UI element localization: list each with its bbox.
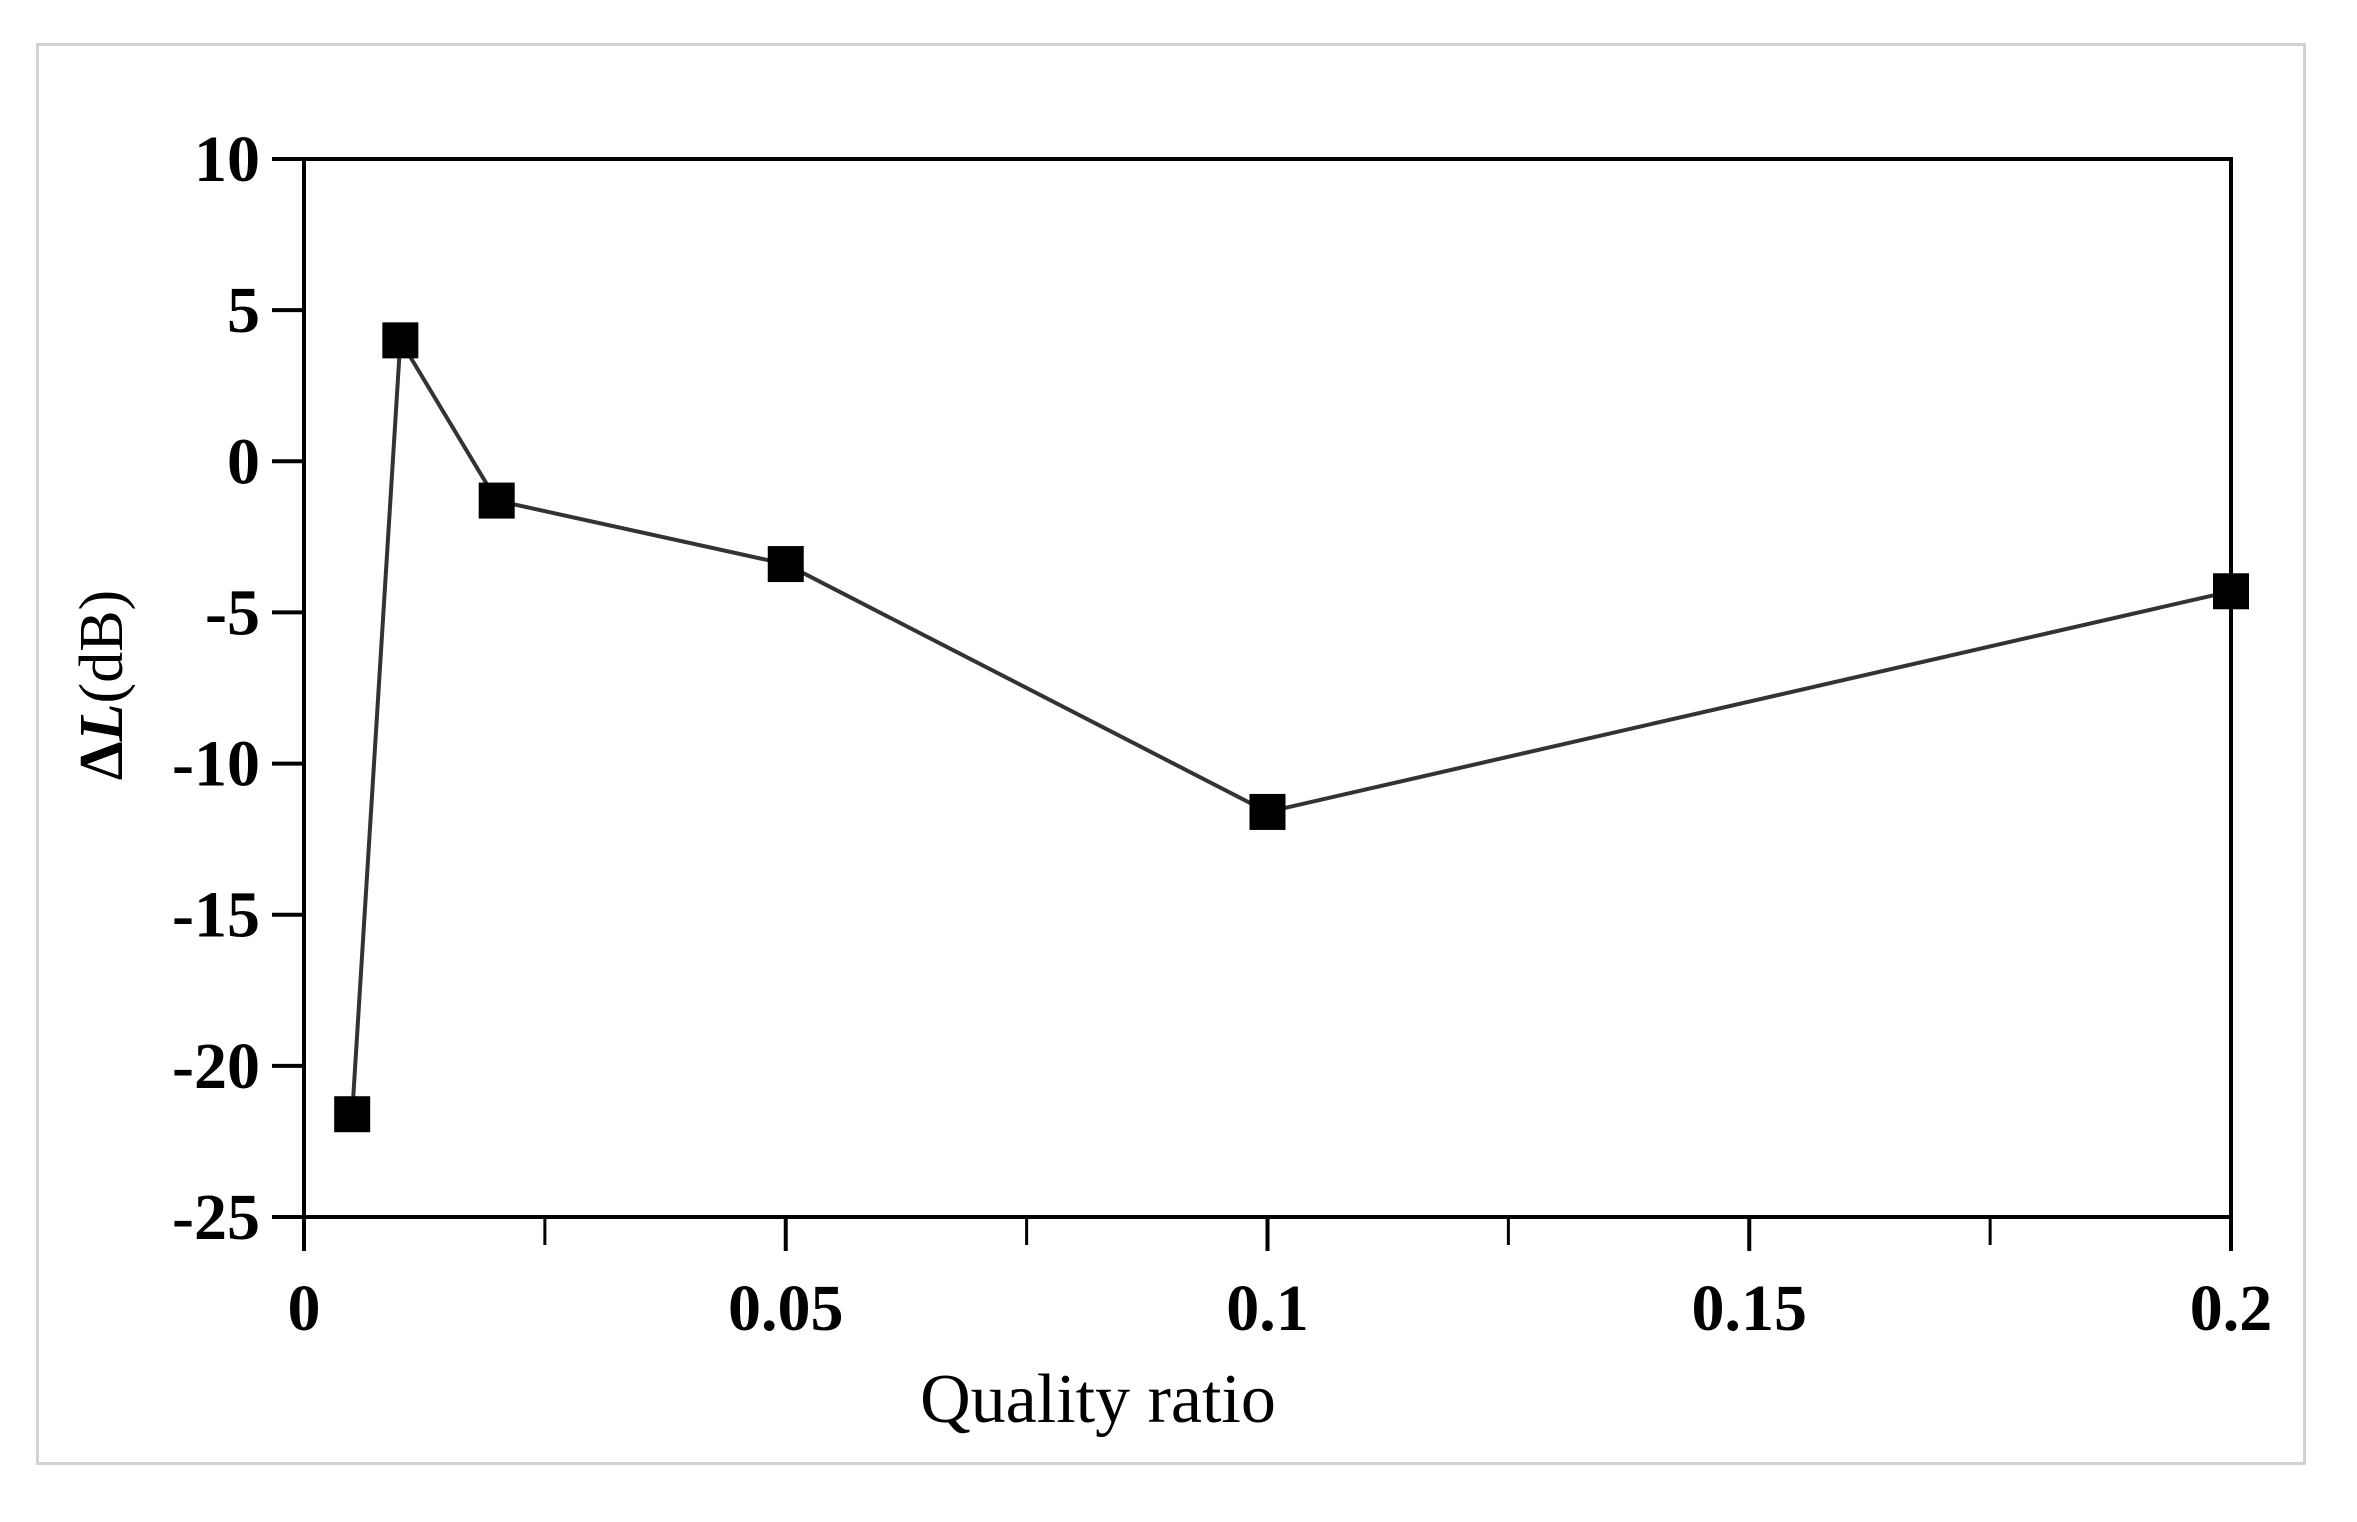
data-series (334, 322, 2249, 1133)
square-marker (2213, 573, 2249, 610)
x-tick-label: 0 (288, 1272, 321, 1345)
x-tick-label: 0.2 (2190, 1272, 2273, 1345)
y-axis-title: ΔL(dB) (68, 590, 136, 780)
plot-area (302, 157, 2233, 1219)
y-tick-label: -20 (172, 1030, 260, 1103)
x-tick-label: 0.15 (1692, 1272, 1808, 1345)
y-tick-label: -25 (172, 1181, 260, 1254)
series-line (350, 333, 2232, 1115)
square-marker (478, 482, 515, 519)
x-axis-title: Quality ratio (920, 1361, 1276, 1438)
y-tick-label: -15 (172, 879, 260, 952)
x-axis: 0 0.05 0.1 0.15 0.2 (288, 1217, 2273, 1345)
x-tick-label: 0.1 (1226, 1272, 1309, 1345)
y-tick-label: 10 (194, 123, 260, 196)
y-axis: 10 5 0 -5 -10 -15 -20 -25 (172, 123, 304, 1254)
square-marker (382, 322, 419, 359)
y-tick-label: 0 (227, 425, 260, 498)
y-tick-label: -10 (172, 728, 260, 801)
y-tick-label: -5 (205, 576, 260, 649)
y-axis-title-unit: (dB) (68, 590, 136, 704)
figure-frame (36, 43, 2306, 1465)
y-axis-title-variable: L (68, 703, 136, 742)
plot-border (302, 157, 2233, 1219)
x-tick-label: 0.05 (728, 1272, 844, 1345)
square-marker (1249, 793, 1286, 830)
y-tick-label: 5 (227, 274, 260, 347)
square-marker (767, 546, 804, 583)
square-marker (334, 1096, 371, 1133)
y-axis-title-delta: Δ (68, 741, 136, 780)
